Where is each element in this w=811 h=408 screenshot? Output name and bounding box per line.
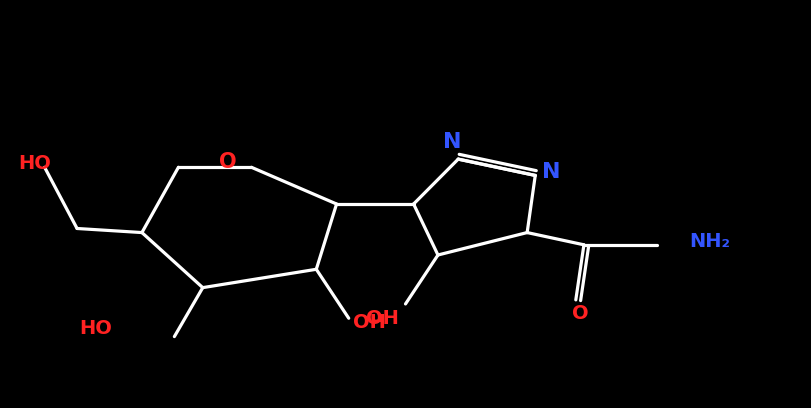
Text: NH₂: NH₂	[689, 232, 731, 251]
Text: N: N	[444, 132, 461, 152]
Text: O: O	[572, 304, 588, 323]
Text: O: O	[219, 152, 237, 173]
Text: N: N	[542, 162, 560, 182]
Text: HO: HO	[79, 319, 112, 338]
Text: HO: HO	[18, 154, 51, 173]
Text: OH: OH	[353, 313, 386, 332]
Text: OH: OH	[366, 309, 399, 328]
